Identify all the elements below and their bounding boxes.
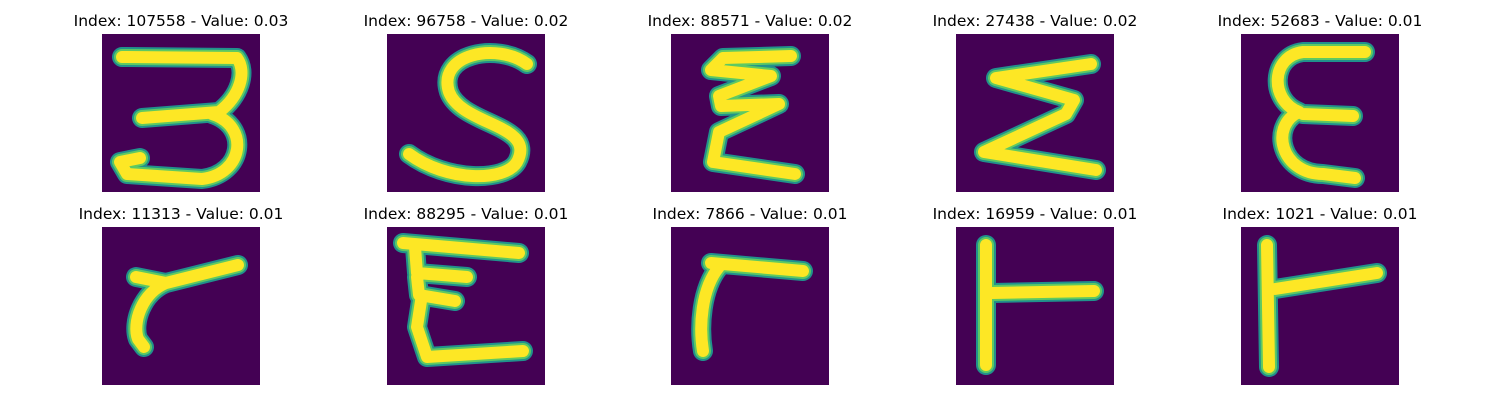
glyph-tee-slanted [1257,235,1387,377]
glyph-stroke-core [705,50,801,180]
glyph-epsilon-wide [393,233,533,367]
panel-2: Index: 96758 - Value: 0.02 [364,12,568,192]
digit-image [956,34,1114,192]
glyph-stroke-core [980,239,1100,371]
digit-image [671,34,829,192]
panel-title: Index: 11313 - Value: 0.01 [78,205,284,223]
digit-image [956,227,1114,385]
digit-image [387,34,545,192]
digit-image [1241,34,1399,192]
glyph-epsilon-narrow [701,46,805,184]
panel-title: Index: 1021 - Value: 0.01 [1222,205,1418,223]
glyph-stroke-core [397,237,529,363]
glyph-stroke-core [114,51,248,185]
panel-8: Index: 7866 - Value: 0.01 [653,205,847,385]
digit-image [387,227,545,385]
glyph-stroke-core [130,259,244,353]
panel-1: Index: 107558 - Value: 0.03 [74,12,288,192]
glyph-epsilon-round [1267,42,1375,188]
glyph-three [110,47,252,189]
glyph-gamma [691,253,813,361]
panel-title: Index: 27438 - Value: 0.02 [932,12,1138,30]
digit-image [102,227,260,385]
panel-title: Index: 96758 - Value: 0.02 [363,12,569,30]
panel-10: Index: 1021 - Value: 0.01 [1223,205,1417,385]
glyph-stroke-core [695,257,809,357]
panel-title: Index: 16959 - Value: 0.01 [932,205,1138,223]
digit-image [1241,227,1399,385]
glyph-s [399,43,537,187]
panel-3: Index: 88571 - Value: 0.02 [648,12,852,192]
glyph-gamma-curved [126,255,248,357]
panel-title: Index: 88295 - Value: 0.01 [363,205,569,223]
panel-title: Index: 107558 - Value: 0.03 [73,12,289,30]
glyph-stroke-core [978,58,1102,176]
panel-5: Index: 52683 - Value: 0.01 [1218,12,1422,192]
panel-title: Index: 88571 - Value: 0.02 [647,12,853,30]
panel-title: Index: 52683 - Value: 0.01 [1217,12,1423,30]
digit-image [102,34,260,192]
panel-4: Index: 27438 - Value: 0.02 [933,12,1137,192]
digit-image [671,227,829,385]
panel-7: Index: 88295 - Value: 0.01 [364,205,568,385]
glyph-tee [976,235,1104,375]
glyph-stroke-core [403,47,533,183]
panel-6: Index: 11313 - Value: 0.01 [79,205,283,385]
glyph-stroke-core [1261,239,1383,373]
glyph-stroke-core [1271,46,1371,184]
image-background [102,227,260,385]
panel-title: Index: 7866 - Value: 0.01 [652,205,848,223]
panel-9: Index: 16959 - Value: 0.01 [933,205,1137,385]
glyph-sigma [974,54,1106,180]
